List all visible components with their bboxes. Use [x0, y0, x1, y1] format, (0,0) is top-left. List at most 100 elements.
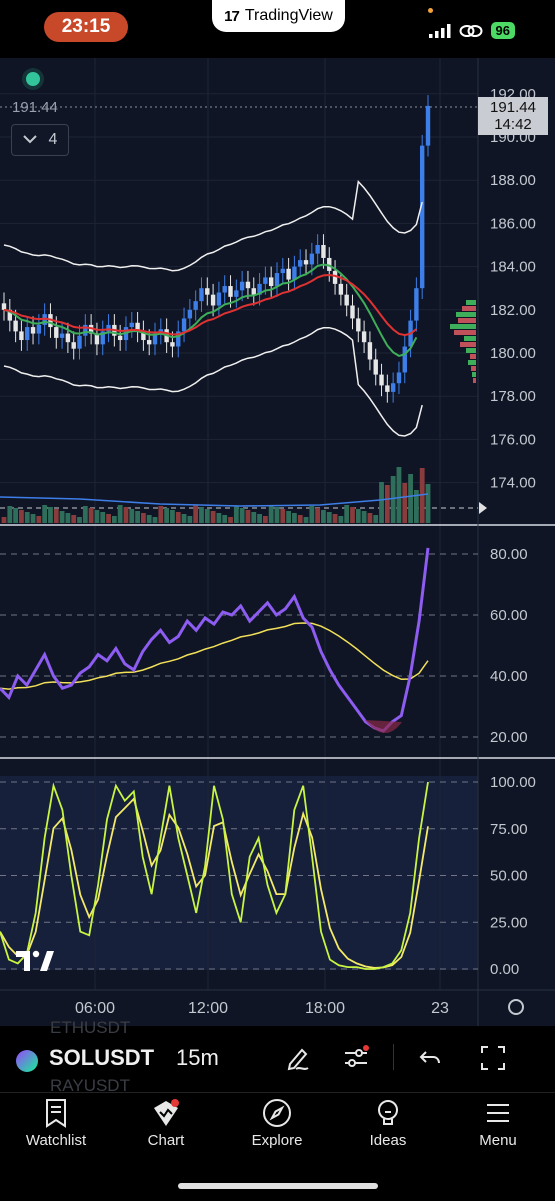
volume-bar	[181, 514, 187, 523]
candle-body	[205, 288, 210, 295]
volume-profile-bar	[450, 324, 476, 329]
price-axis-label: 176.00	[490, 431, 536, 448]
volume-bar	[228, 517, 233, 523]
candle-body	[419, 145, 425, 289]
stoch-axis-label: 25.00	[490, 914, 528, 931]
chart-toolbar	[0, 1026, 555, 1092]
candle-body	[135, 322, 140, 332]
candle-body	[59, 333, 65, 338]
volume-bar	[413, 490, 419, 523]
tab-menu[interactable]: Menu	[448, 1098, 548, 1149]
volume-bar	[419, 468, 425, 523]
fullscreen-icon	[481, 1046, 505, 1070]
home-indicator[interactable]	[178, 1183, 378, 1189]
candle-body	[100, 331, 105, 345]
chart-canvas[interactable]: 192.00 190.00 188.00 186.00 184.00 182.00 180.…	[0, 58, 555, 1026]
volume-bar	[303, 517, 309, 523]
stoch-k-line	[0, 781, 429, 970]
volume-bar	[71, 515, 77, 523]
candle-body	[83, 324, 88, 336]
volume-bar	[117, 505, 123, 523]
volume-bar	[13, 508, 19, 523]
price-axis-label: 182.00	[490, 302, 536, 319]
candle-body	[327, 257, 332, 271]
indicators-collapse-button[interactable]: 4	[11, 124, 69, 156]
volume-bar	[210, 511, 216, 523]
candle-body	[263, 277, 268, 284]
indicators-button[interactable]	[338, 1040, 374, 1076]
volume-bar	[309, 506, 315, 523]
fullscreen-button[interactable]	[475, 1040, 511, 1076]
candle-body	[30, 327, 36, 334]
rsi-ma-line	[0, 622, 429, 690]
candle-body	[106, 324, 111, 332]
tab-watchlist[interactable]: Watchlist	[6, 1098, 106, 1149]
volume-bar	[1, 517, 7, 523]
candle-body	[303, 260, 309, 265]
candle-body	[181, 318, 187, 332]
chart-svg[interactable]: 192.00190.00188.00186.00184.00182.00180.…	[0, 58, 555, 1026]
candle-body	[7, 309, 13, 321]
candle-body	[251, 288, 256, 295]
candle-body	[88, 324, 94, 334]
volume-bar	[135, 511, 140, 523]
candle-body	[77, 335, 82, 349]
volume-bar	[146, 515, 152, 523]
volume-bar	[94, 510, 100, 523]
candle-body	[373, 359, 378, 375]
volume-bar	[53, 509, 59, 523]
volume-profile-bar	[466, 300, 476, 305]
candle-body	[425, 105, 431, 146]
volume-bar	[297, 515, 303, 523]
drawing-tool-button[interactable]	[280, 1040, 316, 1076]
legend-last-price: 191.44	[12, 99, 58, 116]
volume-bar	[88, 508, 94, 523]
settings-gear-icon[interactable]	[508, 999, 524, 1015]
current-price-tag: 191.44 14:42	[478, 97, 548, 135]
volume-bar	[355, 509, 361, 523]
undo-button[interactable]	[412, 1040, 448, 1076]
volume-bar	[332, 514, 338, 523]
volume-bar	[100, 512, 106, 523]
volume-bar	[292, 513, 297, 523]
stoch-axis-label: 50.00	[490, 868, 528, 885]
rsi-line	[0, 547, 430, 733]
tab-ideas[interactable]: Ideas	[338, 1098, 438, 1149]
candle-body	[338, 283, 344, 295]
candle-body	[25, 327, 30, 341]
volume-bar	[274, 507, 280, 523]
symbol-selector[interactable]: SOLUSDT	[49, 1045, 155, 1070]
tradingview-watermark-icon[interactable]	[14, 948, 58, 974]
volume-profile-bar	[456, 312, 476, 317]
app-banner[interactable]: 17 TradingView	[212, 0, 345, 32]
candle-body	[170, 342, 175, 347]
volume-profile-bar	[472, 372, 476, 377]
time-axis-label: 23	[431, 1000, 449, 1017]
ghost-symbol-below: RAYUSDT	[50, 1076, 130, 1095]
volume-profile-bar	[473, 378, 476, 383]
volume-profile-bar	[458, 318, 476, 323]
candle-body	[332, 270, 338, 284]
privacy-indicator	[428, 8, 433, 13]
candle-body	[321, 245, 326, 258]
tab-chart[interactable]: Chart	[116, 1098, 216, 1149]
candle-body	[129, 322, 134, 328]
interval-selector[interactable]: 15m	[176, 1045, 219, 1070]
volume-bar	[379, 482, 384, 523]
volume-bar	[175, 512, 181, 523]
volume-bar	[216, 513, 222, 523]
status-time[interactable]: 23:15	[44, 12, 128, 42]
tab-label: Ideas	[369, 1132, 407, 1149]
volume-bar	[152, 517, 158, 523]
candle-body	[367, 342, 373, 360]
tab-label: Menu	[479, 1132, 517, 1149]
signal-icon	[428, 23, 451, 38]
candle-body	[147, 340, 152, 345]
rsi-oversold-fill	[365, 720, 402, 734]
tab-explore[interactable]: Explore	[227, 1098, 327, 1149]
volume-bar	[111, 516, 117, 523]
candle-body	[385, 385, 390, 392]
volume-bar	[384, 485, 390, 523]
current-price: 191.44	[490, 99, 536, 116]
volume-bar	[77, 517, 82, 523]
